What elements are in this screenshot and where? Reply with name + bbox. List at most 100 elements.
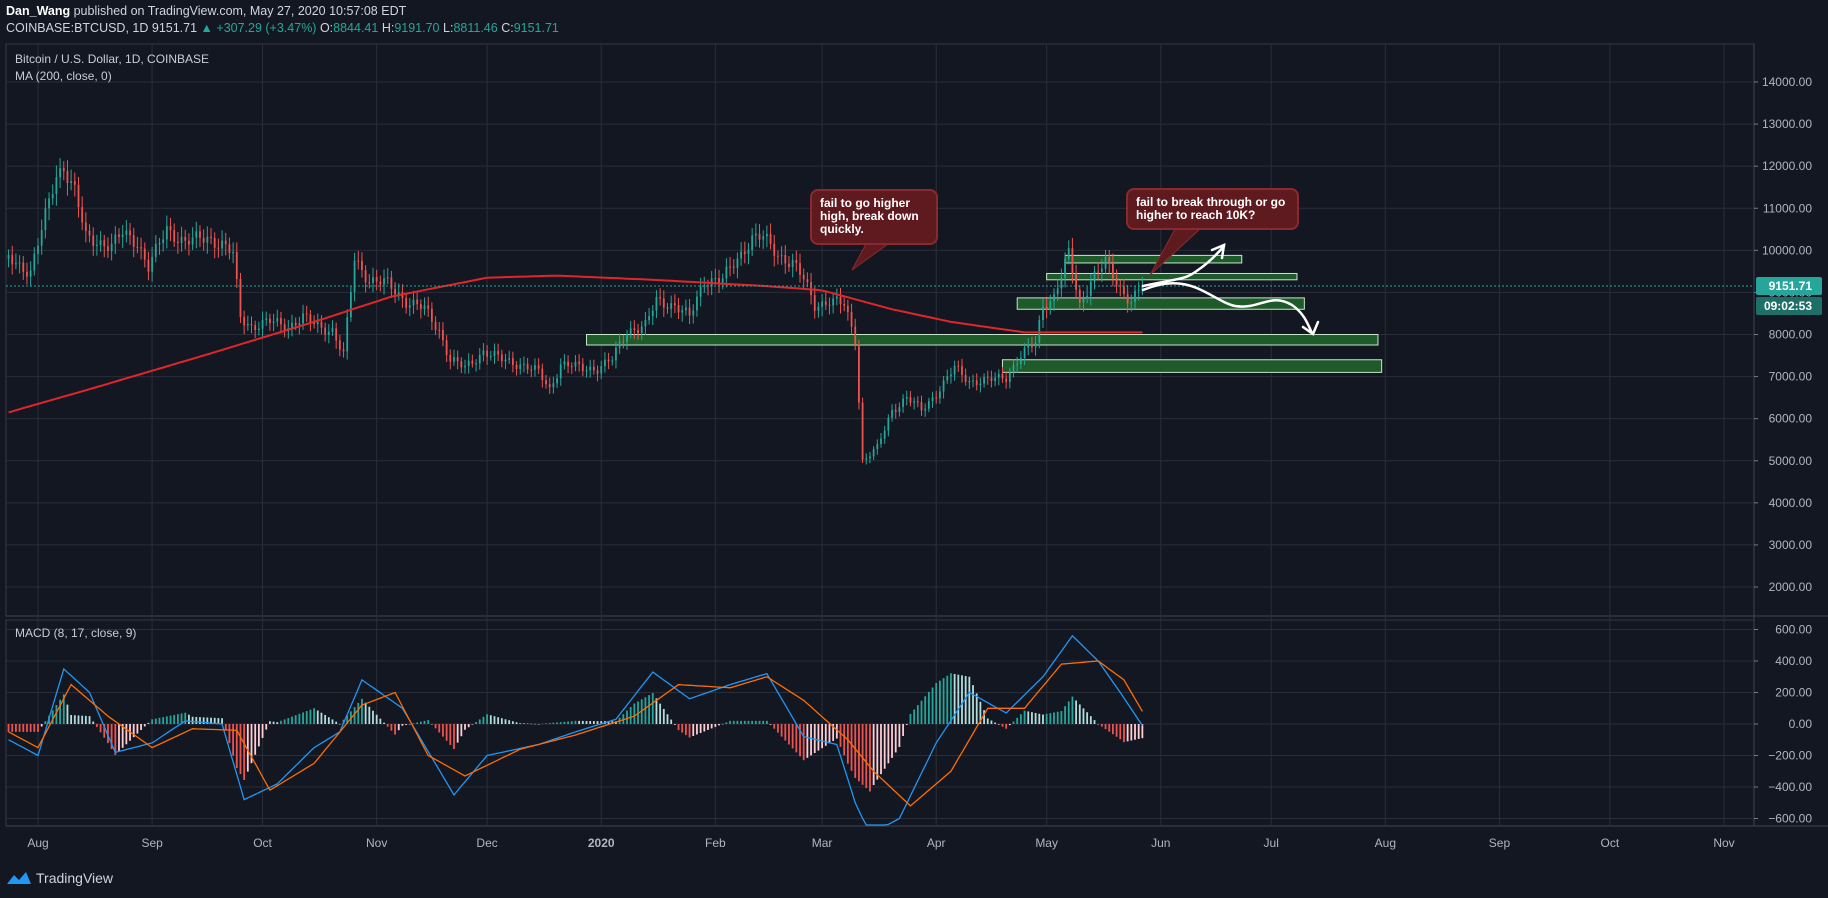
- candle-body: [1027, 344, 1030, 348]
- candle-body: [1100, 268, 1103, 272]
- macd-histogram-bar: [990, 720, 993, 724]
- candle-body: [22, 262, 25, 272]
- macd-histogram-bar: [673, 724, 676, 725]
- high-label: H:: [381, 21, 395, 35]
- macd-histogram-bar: [861, 724, 864, 785]
- macd-histogram-bar: [721, 723, 724, 725]
- candle-body: [48, 198, 50, 209]
- tradingview-logo-icon: [7, 872, 31, 884]
- candle-body: [1001, 373, 1004, 379]
- ma-indicator-legend[interactable]: MA (200, close, 0): [15, 69, 112, 83]
- candle-body: [493, 350, 496, 356]
- candle-body: [791, 260, 794, 267]
- macd-histogram-bar: [416, 722, 419, 724]
- candle-body: [471, 360, 474, 364]
- candle-body: [408, 305, 411, 308]
- candle-body: [346, 317, 349, 352]
- macd-histogram-bar: [464, 724, 466, 730]
- macd-histogram-bar: [824, 724, 827, 746]
- candle-body: [898, 406, 901, 412]
- macd-histogram-bar: [983, 710, 985, 724]
- macd-histogram-bar: [228, 724, 231, 744]
- macd-indicator-legend[interactable]: MACD (8, 17, close, 9): [15, 626, 137, 640]
- author-name[interactable]: Dan_Wang: [6, 4, 71, 18]
- macd-histogram-bar: [894, 724, 897, 753]
- candle-body: [640, 326, 643, 334]
- chart-canvas[interactable]: Aug Sep Oct Nov Dec 2020 Feb Mar Apr May Jun Jul Aug…: [0, 0, 1828, 866]
- candle-body: [1112, 263, 1114, 279]
- candle-body: [762, 236, 765, 240]
- macd-histogram-bar: [283, 719, 286, 724]
- macd-histogram-bar: [1115, 724, 1118, 737]
- macd-histogram-bar: [574, 720, 577, 724]
- macd-histogram-bar: [103, 724, 106, 738]
- macd-histogram-bar: [1126, 724, 1129, 742]
- candle-body: [184, 236, 187, 241]
- candle-body: [442, 329, 444, 341]
- macd-histogram-bar: [1027, 711, 1030, 724]
- candle-body: [246, 323, 249, 326]
- candle-body: [394, 288, 396, 295]
- candle-body: [1067, 248, 1070, 259]
- candle-body: [482, 350, 485, 355]
- macd-histogram-bar: [125, 724, 128, 745]
- countdown-tag: 09:02:53: [1764, 299, 1812, 313]
- macd-histogram-bar: [1012, 721, 1015, 724]
- candle-body: [486, 350, 489, 357]
- candle-body: [1019, 357, 1022, 365]
- candle-body: [986, 376, 989, 378]
- candle-body: [611, 360, 614, 362]
- macd-histogram-bar: [1016, 717, 1019, 724]
- macd-histogram-bar: [254, 724, 257, 755]
- macd-histogram-bar: [1060, 711, 1063, 724]
- candle-body: [1119, 285, 1122, 287]
- price-tick-label: 5000.00: [1769, 454, 1813, 468]
- macd-histogram-bar: [217, 718, 220, 724]
- candle-body: [662, 298, 665, 308]
- candle-body: [637, 330, 639, 334]
- candle-body: [129, 230, 131, 236]
- macd-histogram-bar: [846, 724, 849, 764]
- candle-body: [213, 238, 216, 248]
- candle-body: [460, 361, 463, 368]
- macd-histogram-bar: [975, 693, 978, 724]
- macd-histogram-bar: [368, 706, 371, 724]
- candle-body: [453, 357, 455, 362]
- macd-histogram-bar: [1031, 712, 1033, 724]
- macd-histogram-bar: [589, 720, 592, 724]
- chart-title-legend[interactable]: Bitcoin / U.S. Dollar, 1D, COINBASE: [15, 52, 210, 66]
- macd-histogram-bar: [850, 724, 853, 771]
- macd-histogram-bar: [110, 724, 113, 750]
- macd-histogram-bar: [475, 722, 477, 724]
- macd-pane: [5, 619, 1755, 827]
- macd-histogram-bar: [298, 713, 301, 724]
- candle-body: [585, 370, 588, 372]
- macd-histogram-bar: [287, 717, 290, 724]
- callout-break-down[interactable]: fail to go higher high, break down quick…: [810, 189, 938, 245]
- candle-body: [7, 254, 10, 259]
- callout-fail-10k[interactable]: fail to break through or go higher to re…: [1126, 188, 1299, 230]
- tradingview-footer[interactable]: TradingView: [6, 870, 113, 886]
- macd-histogram-bar: [666, 714, 669, 724]
- macd-histogram-bar: [953, 673, 956, 724]
- macd-histogram-bar: [143, 724, 146, 727]
- macd-line: [8, 634, 1143, 826]
- macd-histogram-bar: [1038, 713, 1041, 724]
- candle-body: [467, 360, 470, 366]
- macd-histogram-bar: [246, 724, 249, 772]
- macd-histogram-bar: [1019, 714, 1022, 724]
- macd-histogram-bar: [84, 715, 87, 724]
- macd-histogram-bar: [434, 724, 437, 729]
- macd-histogram-bar: [346, 715, 349, 724]
- macd-histogram-bar: [765, 720, 768, 724]
- candle-body: [861, 402, 864, 460]
- candle-body: [931, 397, 934, 402]
- macd-histogram-bar: [902, 724, 904, 736]
- macd-histogram-bar: [114, 724, 117, 755]
- candle-body: [659, 296, 662, 299]
- candle-body: [622, 341, 625, 343]
- candle-body: [438, 329, 441, 331]
- macd-histogram-bar: [276, 722, 279, 724]
- candle-body: [692, 310, 695, 316]
- candle-body: [729, 266, 731, 268]
